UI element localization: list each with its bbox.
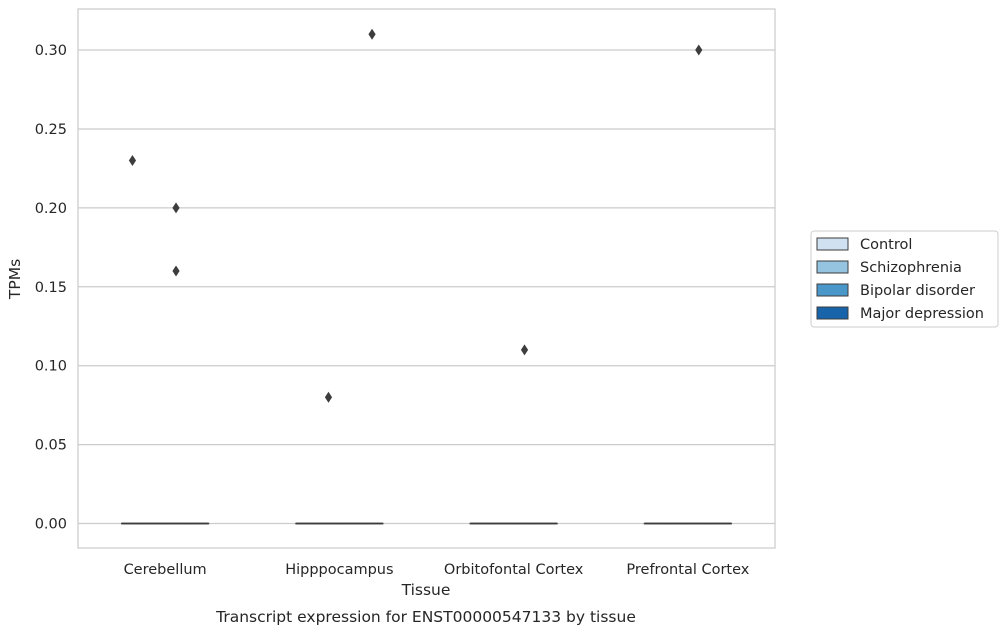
legend-swatch [816,306,849,320]
legend-label: Schizophrenia [860,260,962,276]
outlier-point [368,28,376,40]
outlier-point [695,44,703,56]
outlier-point [128,155,137,167]
x-tick-label: Orbitofontal Cortex [444,562,584,578]
y-axis-label: TPMs [6,259,24,300]
legend: Control Schizophrenia Bipolar disorder Majo… [810,230,999,328]
y-tick-label: 0.00 [35,517,67,533]
legend-swatch [816,237,849,251]
outliers [128,28,703,403]
plot-frame [77,8,776,549]
grid-lines [78,49,775,525]
legend-swatch [816,260,849,274]
legend-frame [810,230,999,328]
x-tick-labels: Cerebellum Hipppocampus Orbitofontal Corte… [124,562,750,578]
x-axis-label: Tissue [401,581,451,599]
x-tick-label: Prefrontal Cortex [626,562,749,578]
x-tick-label: Hipppocampus [285,562,393,578]
legend-label: Control [860,237,912,253]
outlier-point [172,265,180,277]
y-tick-label: 0.15 [35,280,67,296]
legend-label: Bipolar disorder [860,283,975,299]
y-tick-labels: 0.00 0.05 0.10 0.15 0.20 0.25 0.30 [35,43,67,532]
y-tick-label: 0.05 [35,438,67,454]
outlier-point [520,344,529,356]
y-tick-label: 0.25 [35,122,67,138]
y-tick-label: 0.20 [35,201,67,217]
outlier-point [324,391,333,403]
legend-swatch [816,283,849,297]
y-tick-label: 0.30 [35,43,67,59]
chart-caption: Transcript expression for ENST0000054713… [215,608,636,626]
x-tick-label: Cerebellum [124,562,207,578]
y-tick-label: 0.10 [35,359,67,375]
outlier-point [172,202,180,214]
legend-label: Major depression [860,306,984,322]
